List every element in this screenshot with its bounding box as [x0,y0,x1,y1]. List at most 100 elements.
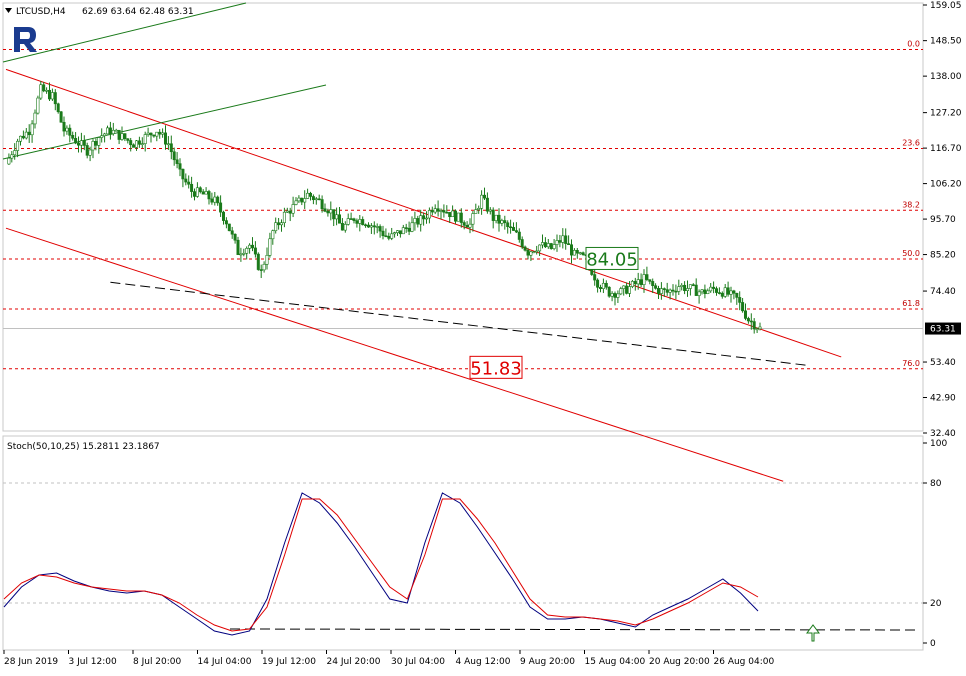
candle-body [732,290,736,294]
candle-body [407,227,411,232]
candle-body [413,218,417,224]
price-tick-label: 32.40 [930,429,956,439]
candle-body [326,210,330,214]
candle-body [358,219,362,224]
candle-body [741,302,745,312]
candle-body [120,133,124,140]
candle-body [569,244,573,256]
candle-body [108,127,112,135]
candle-body [404,227,408,229]
candle-body [393,232,397,235]
up-arrow-icon [806,624,820,642]
candle-body [47,89,51,100]
axes-layer: 159.05 148.50 138.00 127.20 116.70 106.20 95.7… [3,1,962,667]
candle-body [210,198,214,203]
candle-body [79,140,83,146]
price-tick-label: 127.20 [930,109,962,119]
candle-body [671,289,675,292]
price-annotation-box [469,355,523,379]
candle-body [85,145,89,156]
candle-body [395,230,399,233]
candle-body [256,253,260,270]
candle-body [288,210,292,214]
candle-body [332,209,336,220]
price-annotation-box [585,246,639,270]
price-tick-label: 42.90 [930,394,956,404]
candle-body [639,279,643,285]
candle-body [523,246,527,251]
candle-body [448,212,452,218]
candle-body [651,281,655,286]
price-tick-label: 159.05 [930,1,962,11]
candle-body [555,240,559,245]
candle-body [265,255,269,265]
candle-body [135,140,139,148]
candle-body [738,297,742,303]
candle-body [366,224,370,228]
candle-body [558,240,562,243]
candle-body [346,218,350,225]
candle-body [491,209,495,221]
dropdown-triangle-icon[interactable] [5,8,12,13]
price-tick-label: 85.20 [930,251,956,261]
candle-body [561,235,565,243]
candle-body [726,287,730,295]
candle-body [622,285,626,289]
candle-body [103,133,107,137]
candle-body [117,129,121,140]
price-annotation-label: 51.83 [470,358,522,379]
candle-body [535,250,539,253]
candle-body [593,274,597,281]
candle-body [24,131,28,139]
fib-level-label: 0.0 [907,39,920,48]
candle-body [277,222,281,226]
candle-body [387,235,391,239]
candle-body [10,154,14,159]
candle-body [543,242,547,248]
candle-body [439,210,443,212]
stoch-tick-label: 20 [930,599,942,609]
candle-body [549,243,553,249]
candle-body [164,132,168,145]
ohlc-label: 62.69 63.64 62.48 63.31 [82,7,194,17]
candle-body [175,159,179,164]
candle-body [204,191,208,195]
candle-body [714,288,718,293]
time-tick-label: 14 Jul 04:00 [198,657,252,667]
candle-body [390,233,394,239]
candle-body [94,141,98,146]
symbol-label: LTCUSD,H4 [16,7,66,17]
candle-body [381,230,385,237]
candle-body [62,121,66,132]
price-panel [2,2,924,432]
candle-body [477,208,481,210]
candle-body [59,111,63,123]
candle-body [717,292,721,294]
candle-body [485,197,489,212]
candle-body [45,89,49,92]
candle-body [335,214,339,220]
last-price-tick-label: 63.31 [930,325,956,335]
candle-body [410,222,414,232]
candle-body [16,140,20,151]
candle-body [56,103,60,113]
candle-body [688,284,692,289]
candle-body [282,211,286,224]
candle-body [207,191,211,200]
candle-body [369,225,373,228]
stoch-signal-line [3,498,759,632]
candle-body [462,222,466,226]
candle-body [511,227,515,231]
candle-body [465,225,469,228]
candle-body [500,220,504,224]
candle-body [300,197,304,203]
candle-body [520,239,524,248]
fib-level-label: 23.6 [902,138,920,147]
candle-body [683,284,687,291]
candle-body [161,132,165,135]
candle-body [123,133,127,140]
candle-body [506,222,510,228]
time-tick-label: 9 Aug 20:00 [520,657,575,667]
